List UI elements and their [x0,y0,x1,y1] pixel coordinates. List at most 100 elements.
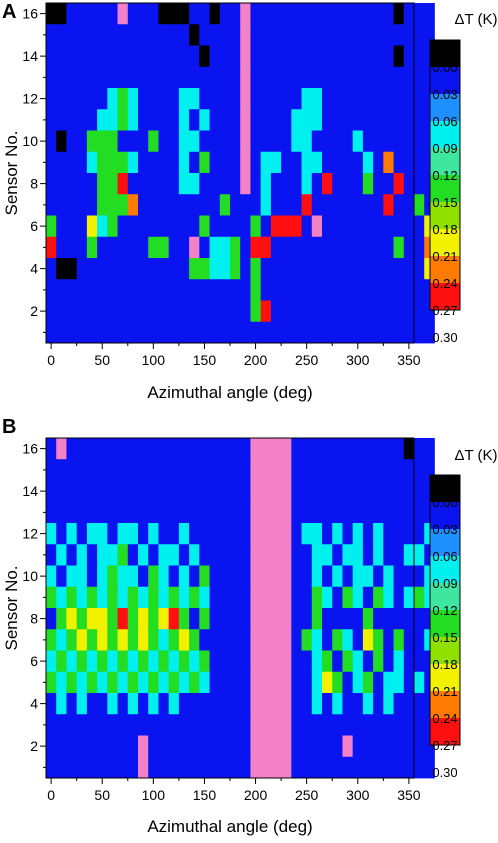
heatmap-cell [97,523,108,545]
heatmap-cell [127,109,139,131]
heatmap-cell [240,109,251,131]
heatmap-cell [127,629,139,651]
heatmap-cell [46,300,57,323]
heatmap-cell [97,236,108,259]
panel-a-label: A [2,1,16,23]
heatmap-cell [332,523,343,545]
colorbar-title-a: ΔT (K) [454,11,497,28]
heatmap-cell [403,3,415,25]
heatmap-cell [332,480,343,503]
heatmap-cell [107,586,118,609]
heatmap-cell [393,629,405,651]
heatmap-cell [281,756,292,779]
heatmap-cell [219,151,231,174]
heatmap-cell [250,629,262,651]
heatmap-cell [56,194,67,216]
heatmap-cell [311,151,323,174]
heatmap-cell [189,66,200,89]
x-tick-label: 0 [47,787,55,803]
heatmap-cell [46,66,57,89]
heatmap-cell [46,24,57,46]
heatmap-cell [158,215,170,238]
heatmap-cell [209,714,221,736]
heatmap-cell [127,236,139,259]
heatmap-cell [311,586,323,609]
heatmap-cell [291,544,302,566]
heatmap-cell [97,279,108,301]
heatmap-cell [97,151,108,174]
heatmap-cell [332,629,343,651]
heatmap-cell [403,608,415,630]
heatmap-cell [311,459,323,481]
heatmap-cell [56,130,67,153]
heatmap-cell [86,88,98,110]
heatmap-cell [301,258,313,280]
heatmap-cell [209,45,221,68]
heatmap-cell [97,130,108,153]
heatmap-cell [414,258,425,280]
heatmap-cell [270,300,282,323]
heatmap-cell [311,130,323,153]
heatmap-cell [342,109,354,131]
heatmap-cell [424,735,435,758]
heatmap-cell [158,629,170,651]
heatmap-cell [158,608,170,630]
heatmap-cell [393,194,405,216]
heatmap-cell [403,109,415,131]
heatmap-cell [352,151,364,174]
heatmap-cell [403,735,415,758]
heatmap-cell [219,300,231,323]
heatmap-cell [66,130,78,153]
heatmap-cell [66,24,78,46]
heatmap-cell [86,151,98,174]
heatmap-cell [117,66,129,89]
heatmap-cell [158,194,170,216]
heatmap-cell [219,173,231,195]
heatmap-cell [86,523,98,545]
heatmap-cell [393,650,405,673]
colorbar-label: 0.09 [432,576,457,591]
heatmap-cell [373,565,384,588]
x-tick-label: 200 [244,352,268,368]
heatmap-cell [301,650,313,673]
heatmap-cell [178,565,190,588]
heatmap-cell [66,236,78,259]
heatmap-cell [138,629,149,651]
heatmap-cell [86,258,98,280]
heatmap-cell [352,130,364,153]
heatmap-cell [311,650,323,673]
heatmap-cell [66,629,78,651]
heatmap-cell [260,608,272,630]
heatmap-cell [403,88,415,110]
heatmap-cell [168,565,180,588]
heatmap-cell [199,650,210,673]
heatmap-cell [414,756,425,779]
heatmap-cell [260,24,272,46]
heatmap-cell [178,45,190,68]
heatmap-cell [403,501,415,524]
heatmap-cell [291,66,302,89]
y-tick-label: 14 [22,483,38,499]
colorbar-label: 0.09 [432,141,457,156]
heatmap-cell [403,714,415,736]
colorbar-label: 0.00 [432,495,457,510]
heatmap-cell [342,459,354,481]
heatmap-cell [301,300,313,323]
heatmap-cell [56,66,67,89]
heatmap-cell [240,438,251,460]
heatmap-cell [97,671,108,694]
heatmap-cell [76,215,88,238]
heatmap-cell [117,300,129,323]
heatmap-cell [332,45,343,68]
x-tick-label: 200 [244,787,268,803]
heatmap-cell [383,671,394,694]
heatmap-cell [230,194,241,216]
heatmap-cell [250,66,262,89]
heatmap-cell [148,714,159,736]
heatmap-cell [342,714,354,736]
y-tick-label: 8 [30,611,38,627]
heatmap-cell [291,756,302,779]
heatmap-cell [97,565,108,588]
heatmap-cell [189,650,200,673]
heatmap-cell [362,523,374,545]
